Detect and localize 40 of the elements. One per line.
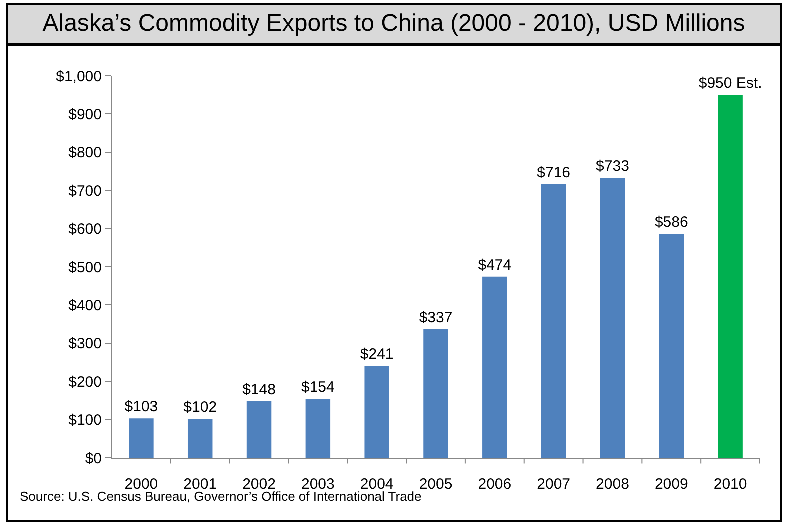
y-tick-label: $500 — [68, 259, 102, 276]
data-label: $337 — [419, 309, 453, 326]
y-tick-label: $600 — [68, 221, 102, 238]
y-tick-label: $100 — [68, 412, 102, 430]
bar — [541, 184, 566, 458]
x-tick-label: 2008 — [596, 476, 630, 493]
y-tick-label: $1,000 — [56, 68, 102, 86]
bar — [718, 95, 743, 458]
data-label: $474 — [478, 256, 512, 274]
bar — [364, 366, 390, 458]
y-tick-label: $200 — [68, 374, 102, 391]
data-label: $716 — [537, 164, 571, 182]
x-tick-label: 2005 — [419, 476, 453, 493]
bar — [424, 329, 448, 458]
data-label: $154 — [301, 379, 335, 396]
bar — [659, 234, 684, 458]
chart-title: Alaska’s Commodity Exports to China (2000 - 2010), USD Millions — [6, 3, 782, 45]
x-tick-label: 2007 — [537, 476, 571, 493]
data-label: $241 — [360, 346, 394, 363]
x-tick-label: 2010 — [714, 476, 748, 493]
bar — [188, 419, 213, 458]
data-label: $148 — [242, 381, 276, 398]
bar — [129, 418, 154, 458]
data-label: $102 — [184, 399, 218, 416]
data-label: $733 — [596, 158, 630, 175]
bar — [482, 276, 508, 458]
y-tick-label: $900 — [68, 106, 102, 124]
y-tick-label: $300 — [68, 336, 102, 353]
bar — [306, 399, 331, 458]
data-label: $103 — [124, 398, 158, 416]
bar — [600, 178, 626, 458]
y-tick-label: $700 — [68, 182, 102, 200]
bar — [246, 401, 272, 458]
x-tick-label: 2009 — [654, 476, 688, 493]
y-tick-label: $0 — [85, 450, 102, 468]
x-tick-label: 2006 — [478, 476, 512, 493]
y-tick-label: $400 — [68, 297, 102, 314]
y-tick-label: $800 — [68, 144, 102, 162]
data-label: $586 — [654, 214, 688, 232]
data-label: $950 Est. — [698, 75, 762, 92]
